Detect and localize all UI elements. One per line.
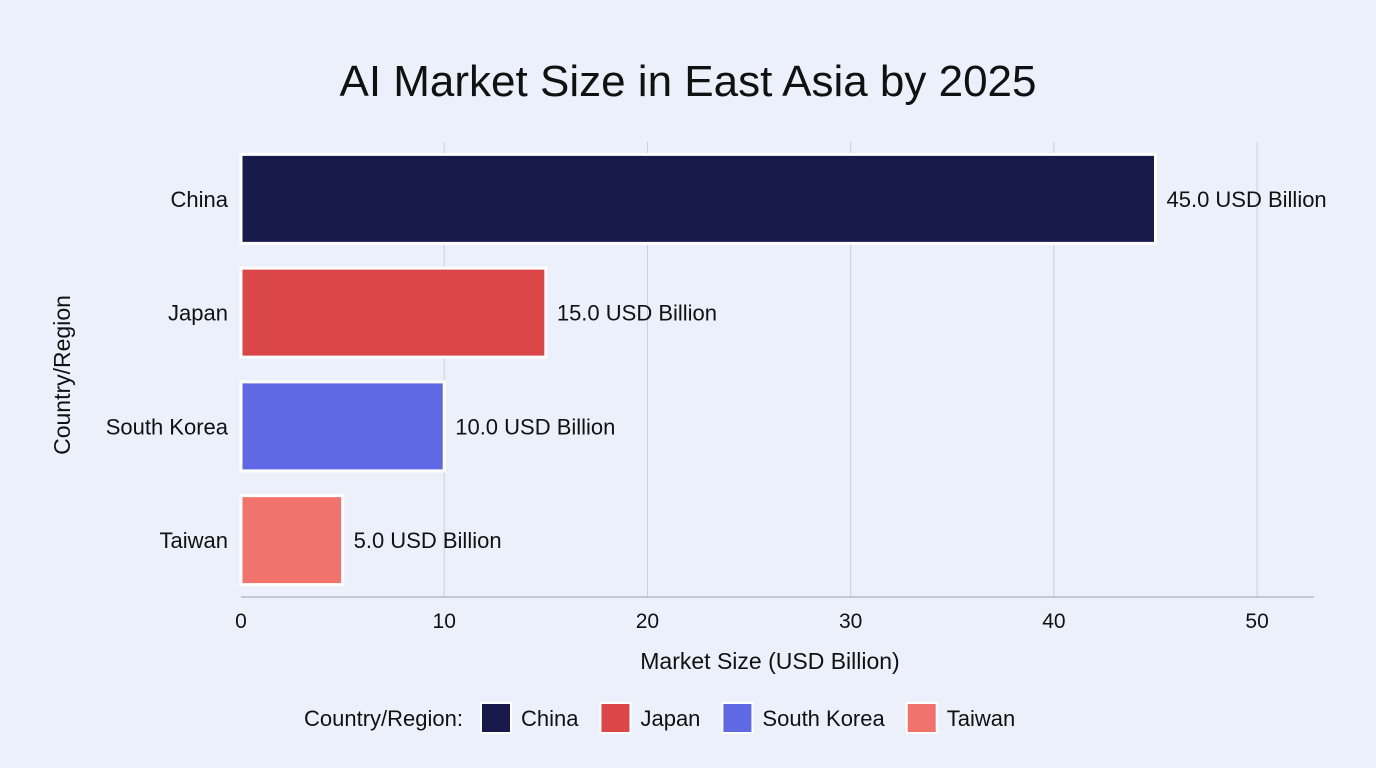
legend-entry-japan: Japan (640, 706, 700, 731)
category-labels: China Japan South Korea Taiwan (106, 187, 229, 553)
data-label: 5.0 USD Billion (354, 528, 502, 553)
legend-entry-china: China (521, 706, 579, 731)
bar-south-korea (239, 380, 446, 473)
x-tick-label: 50 (1245, 610, 1268, 633)
chart-title: AI Market Size in East Asia by 2025 (339, 57, 1036, 106)
data-label: 10.0 USD Billion (455, 414, 615, 439)
x-tick-label: 20 (636, 610, 659, 633)
x-tick-label: 10 (433, 610, 456, 633)
legend-entry-taiwan: Taiwan (947, 706, 1015, 731)
data-label: 15.0 USD Billion (557, 301, 717, 326)
legend: Country/Region: China Japan South Korea Tai… (304, 702, 1015, 734)
category-label: China (171, 187, 229, 212)
legend-swatch-taiwan (905, 702, 938, 734)
x-tick-label: 0 (235, 610, 247, 633)
bars (239, 152, 1157, 587)
legend-title: Country/Region: (304, 706, 463, 731)
data-label: 45.0 USD Billion (1166, 187, 1326, 212)
data-labels: 45.0 USD Billion 15.0 USD Billion 10.0 USD… (354, 187, 1327, 553)
legend-entry-south-korea: South Korea (762, 706, 885, 731)
x-tick-labels: 0 10 20 30 40 50 (235, 610, 1269, 633)
legend-swatch-china (479, 702, 512, 734)
bar-china (239, 152, 1157, 245)
bar-japan (239, 266, 548, 359)
category-label: Taiwan (160, 528, 228, 553)
y-axis-label: Country/Region (49, 295, 75, 455)
category-label: Japan (168, 301, 228, 326)
legend-swatch-south-korea (721, 702, 754, 734)
x-tick-label: 40 (1042, 610, 1065, 633)
x-axis-label: Market Size (USD Billion) (640, 648, 899, 674)
x-tick-label: 30 (839, 610, 862, 633)
bar-taiwan (239, 494, 345, 587)
category-label: South Korea (106, 414, 229, 439)
legend-swatch-japan (599, 702, 632, 734)
